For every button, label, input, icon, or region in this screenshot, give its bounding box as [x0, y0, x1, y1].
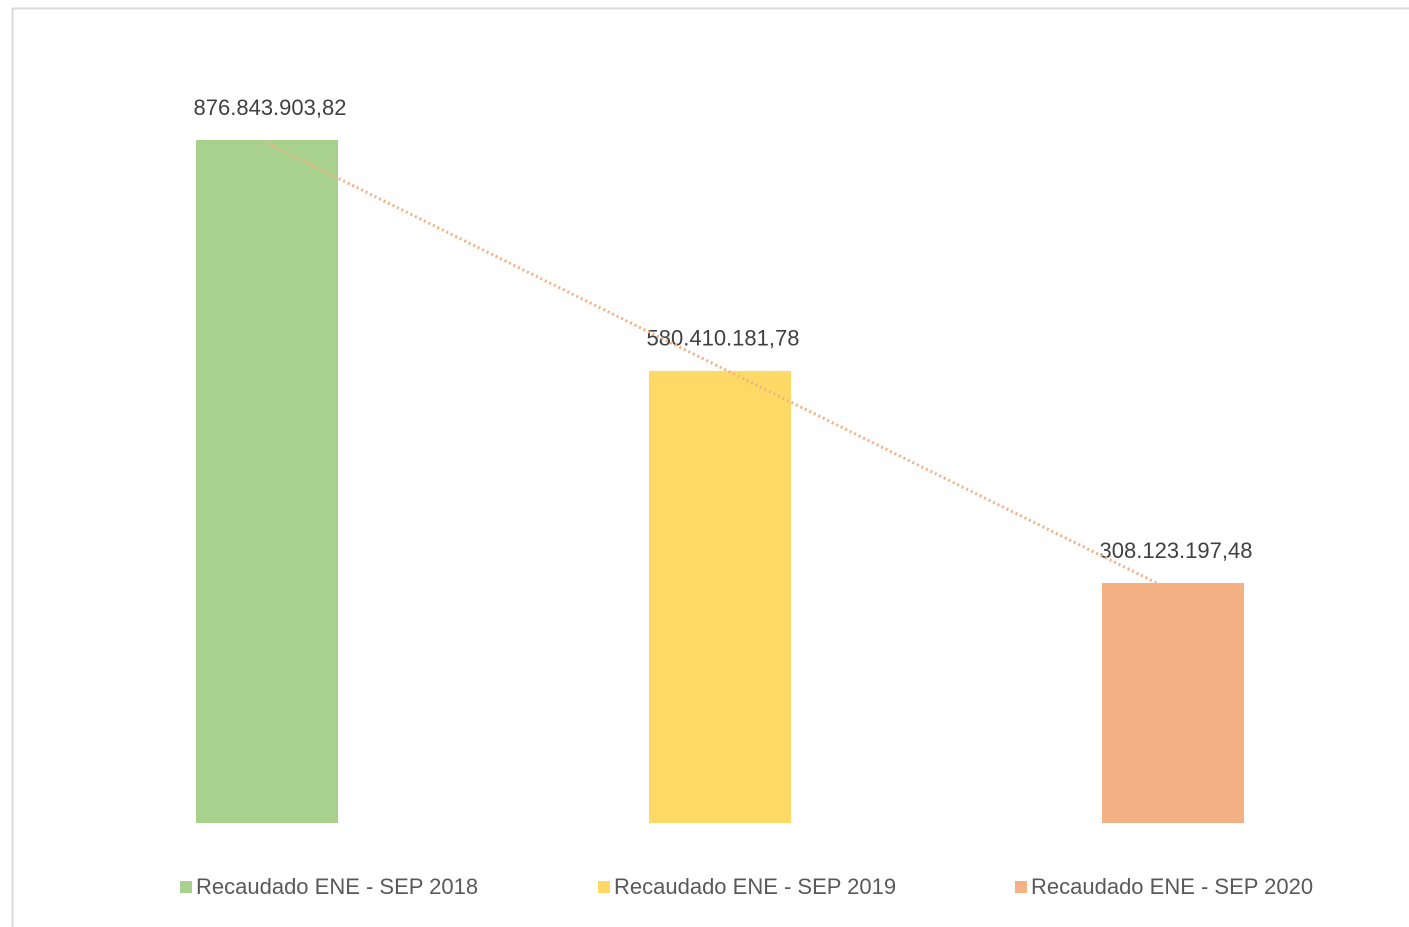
legend-label: Recaudado ENE - SEP 2018: [196, 874, 478, 899]
legend-label: Recaudado ENE - SEP 2020: [1031, 874, 1313, 899]
legend-marker: [598, 881, 610, 893]
bar: [196, 140, 338, 823]
legend-label: Recaudado ENE - SEP 2019: [614, 874, 896, 899]
value-label: 308.123.197,48: [1100, 538, 1253, 563]
bar: [649, 370, 791, 823]
trendline: [266, 141, 1164, 588]
legend-marker: [1015, 881, 1027, 893]
value-label: 876.843.903,82: [194, 95, 347, 120]
legend-marker: [180, 881, 192, 893]
bar: [1102, 582, 1244, 823]
value-label: 580.410.181,78: [647, 326, 800, 351]
